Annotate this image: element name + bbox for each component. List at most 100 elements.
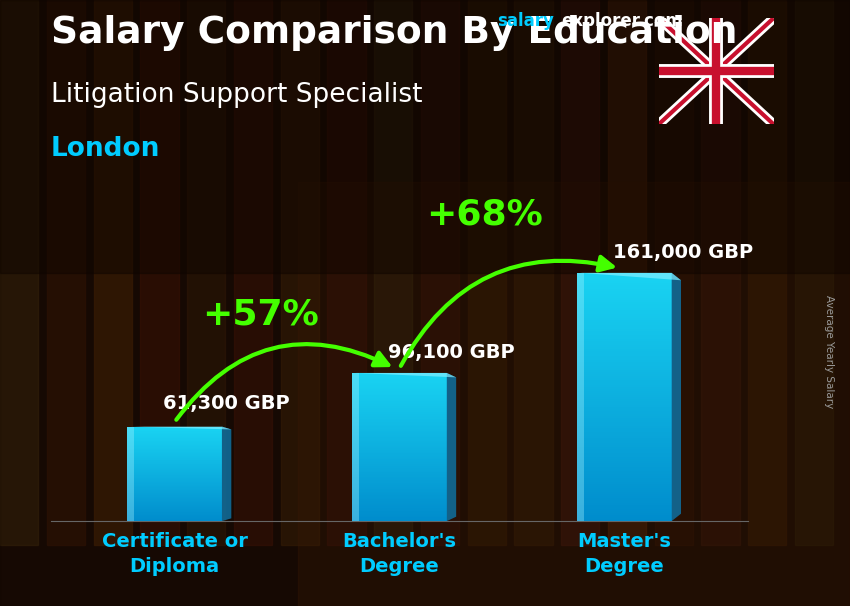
Bar: [352, 424, 447, 425]
Bar: [352, 378, 447, 379]
Polygon shape: [222, 427, 231, 521]
Bar: [577, 517, 672, 519]
Bar: [128, 438, 222, 439]
Bar: [352, 510, 447, 511]
Bar: [577, 358, 672, 360]
Bar: [128, 491, 222, 492]
Bar: [128, 431, 222, 432]
Bar: [128, 465, 222, 466]
Bar: [352, 485, 447, 487]
Bar: [128, 506, 222, 507]
Bar: [577, 316, 672, 318]
Text: +57%: +57%: [201, 298, 319, 331]
Bar: [352, 395, 447, 396]
Bar: [128, 500, 222, 501]
Bar: [128, 513, 222, 514]
Bar: [234, 0, 272, 545]
Bar: [352, 509, 447, 510]
Bar: [128, 482, 222, 484]
Bar: [352, 451, 447, 452]
Bar: [352, 482, 447, 483]
Bar: [0, 0, 850, 273]
Bar: [352, 384, 447, 385]
Bar: [352, 388, 447, 389]
Bar: [128, 464, 222, 465]
Bar: [352, 479, 447, 481]
Bar: [128, 508, 222, 509]
Bar: [128, 451, 222, 452]
Bar: [352, 520, 447, 521]
Bar: [352, 444, 447, 445]
Text: 61,300 GBP: 61,300 GBP: [163, 394, 290, 413]
Bar: [577, 401, 672, 403]
Bar: [352, 439, 447, 441]
Bar: [577, 366, 672, 368]
Bar: [577, 492, 672, 494]
Bar: [577, 411, 672, 413]
Bar: [608, 0, 646, 545]
Bar: [577, 478, 672, 480]
Bar: [577, 501, 672, 502]
Polygon shape: [128, 427, 231, 430]
Bar: [577, 312, 672, 314]
Bar: [352, 435, 447, 436]
Bar: [352, 400, 447, 401]
Bar: [577, 372, 672, 375]
Bar: [577, 296, 672, 298]
Bar: [577, 422, 672, 424]
Bar: [128, 484, 222, 485]
Bar: [352, 393, 447, 394]
Bar: [577, 447, 672, 448]
Bar: [352, 462, 447, 463]
Bar: [352, 463, 447, 464]
Bar: [352, 494, 447, 495]
Bar: [352, 389, 447, 390]
Bar: [577, 321, 672, 322]
Bar: [577, 430, 672, 432]
Bar: [577, 337, 672, 339]
Bar: [128, 493, 222, 494]
Bar: [352, 436, 447, 437]
Bar: [577, 300, 672, 302]
Bar: [577, 341, 672, 343]
Bar: [577, 339, 672, 341]
Bar: [352, 431, 447, 432]
Bar: [577, 453, 672, 455]
Bar: [577, 515, 672, 517]
Bar: [352, 473, 447, 474]
Bar: [577, 335, 672, 337]
Bar: [577, 310, 672, 312]
Bar: [352, 454, 447, 456]
Bar: [128, 447, 222, 448]
Bar: [577, 391, 672, 393]
Bar: [128, 503, 222, 504]
Bar: [352, 425, 447, 426]
Bar: [654, 0, 693, 545]
Bar: [128, 509, 222, 510]
Bar: [577, 285, 672, 287]
Bar: [577, 293, 672, 296]
Bar: [577, 370, 672, 372]
Bar: [577, 418, 672, 420]
Bar: [128, 442, 222, 443]
Bar: [352, 408, 447, 410]
Bar: [577, 364, 672, 366]
Bar: [128, 505, 222, 506]
Bar: [128, 480, 222, 481]
Bar: [298, 182, 850, 606]
Bar: [352, 387, 447, 388]
Bar: [128, 514, 222, 515]
Bar: [352, 519, 447, 520]
Bar: [128, 429, 222, 430]
Bar: [128, 501, 222, 502]
Bar: [577, 513, 672, 515]
Bar: [128, 502, 222, 503]
Bar: [352, 430, 447, 431]
Bar: [352, 468, 447, 469]
Bar: [577, 448, 672, 451]
Bar: [577, 426, 672, 428]
Bar: [577, 356, 672, 358]
Bar: [577, 343, 672, 345]
Bar: [352, 464, 447, 465]
Bar: [352, 383, 447, 384]
